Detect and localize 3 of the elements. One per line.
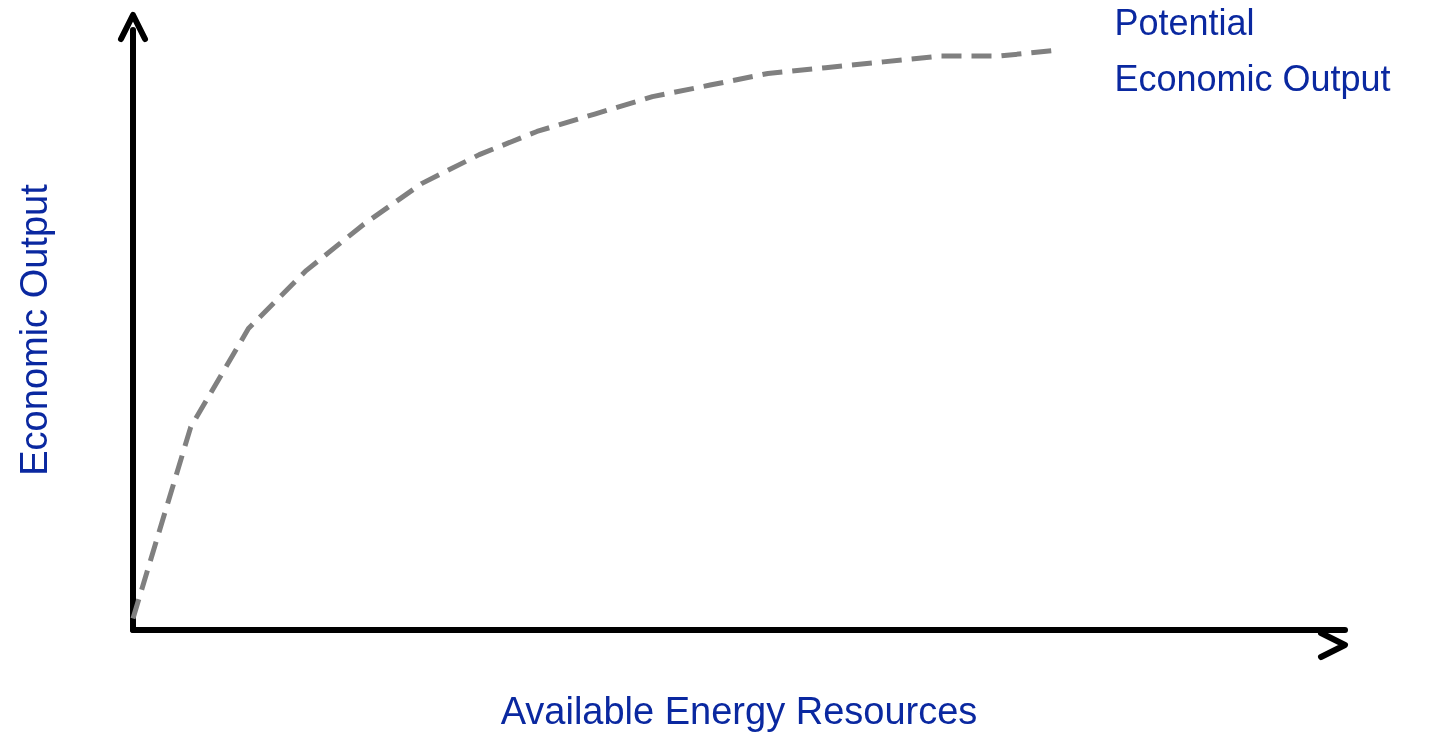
y-axis-title: Economic Output: [13, 183, 55, 476]
x-axis-title: Available Energy Resources: [500, 690, 978, 732]
series-label: Potential Economic Output: [1114, 1, 1391, 99]
